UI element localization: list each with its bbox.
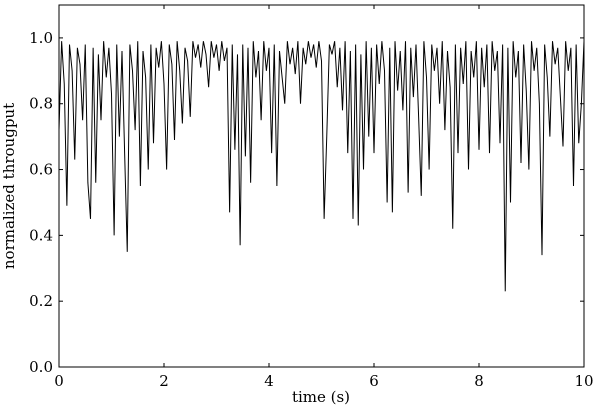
x-tick-label: 0 — [54, 372, 64, 390]
y-tick-label: 1.0 — [29, 29, 53, 47]
x-tick-label: 8 — [474, 372, 484, 390]
y-tick-label: 0.0 — [29, 358, 53, 376]
y-tick-label: 0.4 — [29, 226, 53, 244]
x-tick-label: 6 — [369, 372, 379, 390]
x-axis-label: time (s) — [292, 388, 350, 406]
y-tick-label: 0.2 — [29, 292, 53, 310]
y-tick-label: 0.6 — [29, 161, 53, 179]
x-tick-label: 4 — [264, 372, 274, 390]
x-tick-label: 10 — [574, 372, 593, 390]
y-tick-label: 0.8 — [29, 95, 53, 113]
data-line — [58, 41, 585, 292]
y-axis-label: normalized througput — [0, 103, 18, 269]
plot-frame — [58, 4, 585, 368]
x-tick-label: 2 — [159, 372, 169, 390]
